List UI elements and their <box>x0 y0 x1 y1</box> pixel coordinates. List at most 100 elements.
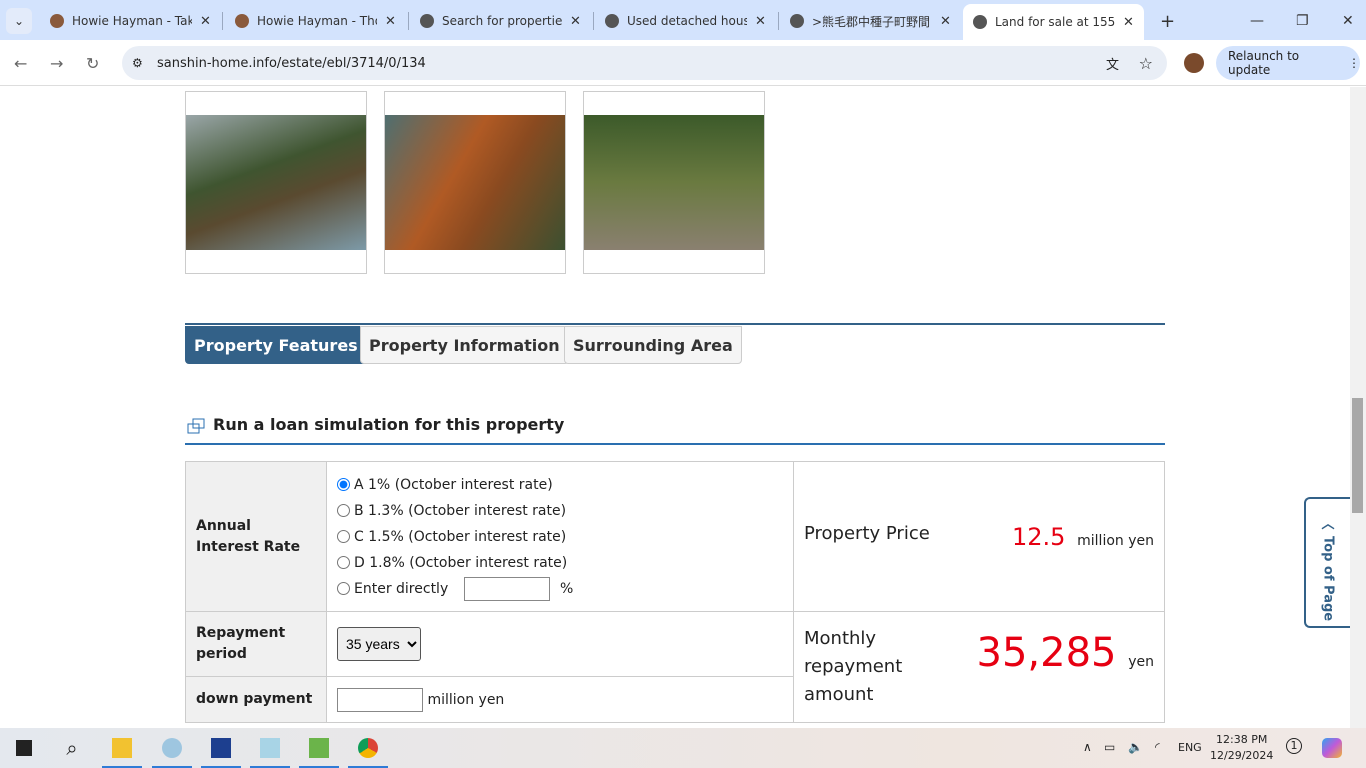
tab-surrounding-area[interactable]: Surrounding Area <box>564 326 742 364</box>
page-content: Property Features Property Information S… <box>0 87 1350 728</box>
notification-icon[interactable]: 1 <box>1286 738 1302 754</box>
down-payment-label: down payment <box>185 676 327 723</box>
tab-property-features[interactable]: Property Features <box>185 326 367 364</box>
menu-icon[interactable]: ⋮ <box>1348 56 1360 70</box>
chevron-up-icon: ︿ <box>1321 517 1335 532</box>
search-icon[interactable]: ⌕ <box>66 736 78 760</box>
loan-simulation-table: Annual Interest Rate A 1% (October inter… <box>185 461 1165 723</box>
show-hidden-icons[interactable]: ∧ <box>1083 740 1092 754</box>
tab-title: Search for properties <box>442 14 562 28</box>
browser-tab[interactable]: Search for properties ✕ <box>410 6 591 36</box>
site-settings-icon[interactable]: ⚙ <box>132 56 143 70</box>
property-photo[interactable] <box>384 91 566 274</box>
globe-icon <box>605 14 619 28</box>
browser-tab-active[interactable]: Land for sale at 1552 ✕ <box>963 4 1144 40</box>
close-tab-icon[interactable]: ✕ <box>755 13 766 29</box>
tab-title: Howie Hayman - Taki <box>72 14 192 28</box>
forward-icon[interactable]: → <box>50 54 64 73</box>
globe-icon <box>420 14 434 28</box>
tab-title: Howie Hayman - Tho <box>257 14 377 28</box>
restore-icon[interactable]: ❐ <box>1296 13 1309 29</box>
minimize-icon[interactable]: — <box>1250 13 1264 29</box>
globe-icon <box>790 14 804 28</box>
file-explorer-icon[interactable] <box>102 734 142 768</box>
address-bar[interactable]: ⚙ sanshin-home.info/estate/ebl/3714/0/13… <box>122 46 1167 80</box>
direct-rate-input[interactable] <box>464 576 550 601</box>
repayment-period-label: Repayment period <box>185 611 327 677</box>
word-icon[interactable] <box>201 734 241 768</box>
copilot-icon[interactable] <box>1322 738 1342 758</box>
windows-start-icon[interactable] <box>10 734 38 762</box>
avatar-favicon-icon <box>235 14 249 28</box>
profile-avatar[interactable] <box>1184 53 1204 73</box>
relaunch-label: Relaunch to update <box>1228 49 1300 77</box>
aerial-land-photo-image <box>385 115 565 250</box>
simulation-title: Run a loan simulation for this property <box>213 415 565 434</box>
browser-tab[interactable]: Howie Hayman - Taki ✕ <box>40 6 221 36</box>
property-photo[interactable] <box>583 91 765 274</box>
tab-strip: ⌄ Howie Hayman - Taki ✕ Howie Hayman - Th… <box>0 0 1366 40</box>
tab-title: >熊毛郡中種子町野間 <box>812 14 931 29</box>
loan-simulation-heading: Run a loan simulation for this property <box>185 415 1165 445</box>
avatar-favicon-icon <box>50 14 64 28</box>
property-photo[interactable] <box>185 91 367 274</box>
tab-search-button[interactable]: ⌄ <box>6 8 32 34</box>
browser-toolbar: ← → ↻ ⚙ sanshin-home.info/estate/ebl/371… <box>0 40 1366 86</box>
down-payment-input[interactable] <box>337 687 423 712</box>
close-tab-icon[interactable]: ✕ <box>570 13 581 29</box>
relaunch-button[interactable]: Relaunch to update ⋮ <box>1216 46 1360 80</box>
percent-label: % <box>560 580 574 597</box>
browser-tab[interactable]: Used detached house ✕ <box>595 6 776 36</box>
window-icon <box>187 418 205 434</box>
chrome-icon[interactable] <box>348 734 388 768</box>
monthly-repayment-cell: Monthly repayment amount 35,285 yen <box>793 611 1165 723</box>
price-unit: million yen <box>1077 532 1154 549</box>
rate-option-c[interactable]: C 1.5% (October interest rate) <box>337 524 783 550</box>
close-tab-icon[interactable]: ✕ <box>1123 14 1134 30</box>
close-tab-icon[interactable]: ✕ <box>940 13 951 29</box>
rate-option-direct[interactable]: Enter directly% <box>337 576 783 602</box>
rate-option-a[interactable]: A 1% (October interest rate) <box>337 472 783 498</box>
app-icon[interactable] <box>299 734 339 768</box>
top-of-page-button[interactable]: ︿ Top of Page <box>1304 497 1350 628</box>
road-photo-image <box>584 115 764 250</box>
top-of-page-label: Top of Page <box>1320 536 1336 622</box>
wifi-icon[interactable]: ◜ <box>1155 740 1160 754</box>
battery-icon[interactable]: ▭ <box>1104 740 1116 754</box>
language-indicator[interactable]: ENG <box>1178 741 1202 754</box>
close-tab-icon[interactable]: ✕ <box>200 13 211 29</box>
clock[interactable]: 12:38 PM 12/29/2024 <box>1210 733 1274 762</box>
new-tab-icon[interactable]: + <box>1160 10 1176 32</box>
monthly-repayment-label: Monthly repayment amount <box>804 628 903 705</box>
reload-icon[interactable]: ↻ <box>86 54 100 73</box>
bookmark-star-icon[interactable]: ☆ <box>1138 53 1153 73</box>
close-window-icon[interactable]: ✕ <box>1342 13 1354 29</box>
repayment-period-select[interactable]: 35 years <box>337 627 421 661</box>
down-payment-unit: million yen <box>427 691 505 708</box>
property-price-label: Property Price <box>804 522 930 544</box>
rate-option-d[interactable]: D 1.8% (October interest rate) <box>337 550 783 576</box>
browser-tab[interactable]: Howie Hayman - Tho ✕ <box>225 6 406 36</box>
url-text: sanshin-home.info/estate/ebl/3714/0/134 <box>157 55 426 71</box>
globe-icon <box>973 15 987 29</box>
close-tab-icon[interactable]: ✕ <box>385 13 396 29</box>
volume-icon[interactable]: 🔈 <box>1128 740 1143 754</box>
interest-rate-label: Annual Interest Rate <box>185 461 327 612</box>
aerial-photo-image <box>186 115 366 250</box>
property-price-cell: Property Price 12.5 million yen <box>793 461 1165 612</box>
scrollbar-thumb[interactable] <box>1352 398 1363 513</box>
rate-option-b[interactable]: B 1.3% (October interest rate) <box>337 498 783 524</box>
taskbar: ⌕ ∧ ▭ 🔈 ◜ ENG 12:38 PM 12/29/2024 1 <box>0 728 1366 768</box>
browser-tab[interactable]: >熊毛郡中種子町野間 ✕ <box>780 6 961 36</box>
paint-icon[interactable] <box>152 734 192 768</box>
tab-title: Land for sale at 1552 <box>995 15 1115 29</box>
tab-title: Used detached house <box>627 14 747 28</box>
back-icon[interactable]: ← <box>14 54 28 73</box>
property-price-value: 12.5 <box>1011 522 1066 551</box>
monthly-repayment-value: 35,285 <box>976 630 1117 676</box>
tab-property-information[interactable]: Property Information <box>360 326 569 364</box>
interest-rate-options: A 1% (October interest rate) B 1.3% (Oct… <box>326 461 794 612</box>
monthly-unit: yen <box>1128 654 1154 670</box>
notepad-icon[interactable] <box>250 734 290 768</box>
translate-icon[interactable]: 文 <box>1105 57 1119 73</box>
